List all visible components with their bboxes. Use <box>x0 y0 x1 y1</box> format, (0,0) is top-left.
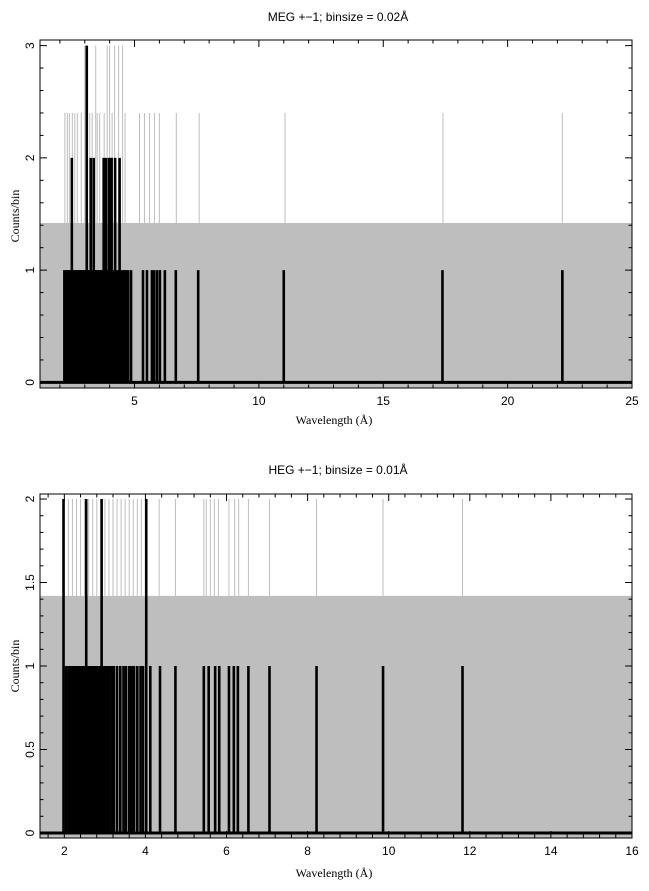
heg-x-tick-label: 12 <box>463 844 477 858</box>
heg-x-tick-label: 14 <box>544 844 558 858</box>
heg-panel: HEG +−1; binsize = 0.01Å 2 4 6 8 10 12 14 1600.… <box>8 462 639 880</box>
heg-x-tick-label: 10 <box>382 844 396 858</box>
heg-x-tick-label: 16 <box>625 844 639 858</box>
meg-y-tick-label: 0 <box>23 379 37 386</box>
heg-axes: 2 4 6 8 10 12 14 16 0 0.5 1 1.5 2 <box>23 493 639 858</box>
meg-axes: 5 10 15 20 25 0 1 2 3 <box>23 39 639 408</box>
heg-background-band <box>40 595 632 838</box>
meg-y-axis-label: Counts/bin <box>8 190 22 243</box>
heg-y-tick-label: 1.5 <box>23 574 37 591</box>
heg-x-axis-label: Wavelength (Å) <box>296 866 373 880</box>
meg-y-tick-label: 2 <box>23 154 37 161</box>
heg-x-tick-label: 4 <box>142 844 149 858</box>
heg-x-tick-label: 8 <box>304 844 311 858</box>
heg-y-tick-label: 2 <box>23 495 37 502</box>
heg-y-tick-label: 0 <box>23 829 37 836</box>
heg-x-tick-label: 2 <box>61 844 68 858</box>
meg-x-tick-label: 20 <box>501 394 515 408</box>
heg-chart-title: HEG +−1; binsize = 0.01Å <box>268 462 407 477</box>
meg-background-band <box>40 222 632 388</box>
heg-x-tick-label: 6 <box>223 844 230 858</box>
meg-x-tick-label: 25 <box>625 394 639 408</box>
meg-y-tick-label: 3 <box>23 42 37 49</box>
meg-y-tick-label: 1 <box>23 266 37 273</box>
meg-x-tick-label: 15 <box>377 394 391 408</box>
heg-y-tick-label: 1 <box>23 662 37 669</box>
meg-panel: MEG +−1; binsize = 0.02Å 5 10 15 20 25 0 1 2 3 W… <box>8 9 639 427</box>
meg-x-tick-label: 5 <box>131 394 138 408</box>
meg-plot-area <box>40 45 632 388</box>
heg-y-axis-label: Counts/bin <box>8 640 22 693</box>
meg-x-tick-label: 10 <box>252 394 266 408</box>
meg-chart-title: MEG +−1; binsize = 0.02Å <box>268 9 408 24</box>
meg-x-axis-label: Wavelength (Å) <box>296 413 373 427</box>
heg-plot-area <box>40 499 632 838</box>
meg-plot-frame <box>39 39 633 389</box>
heg-y-tick-label: 0.5 <box>23 741 37 758</box>
